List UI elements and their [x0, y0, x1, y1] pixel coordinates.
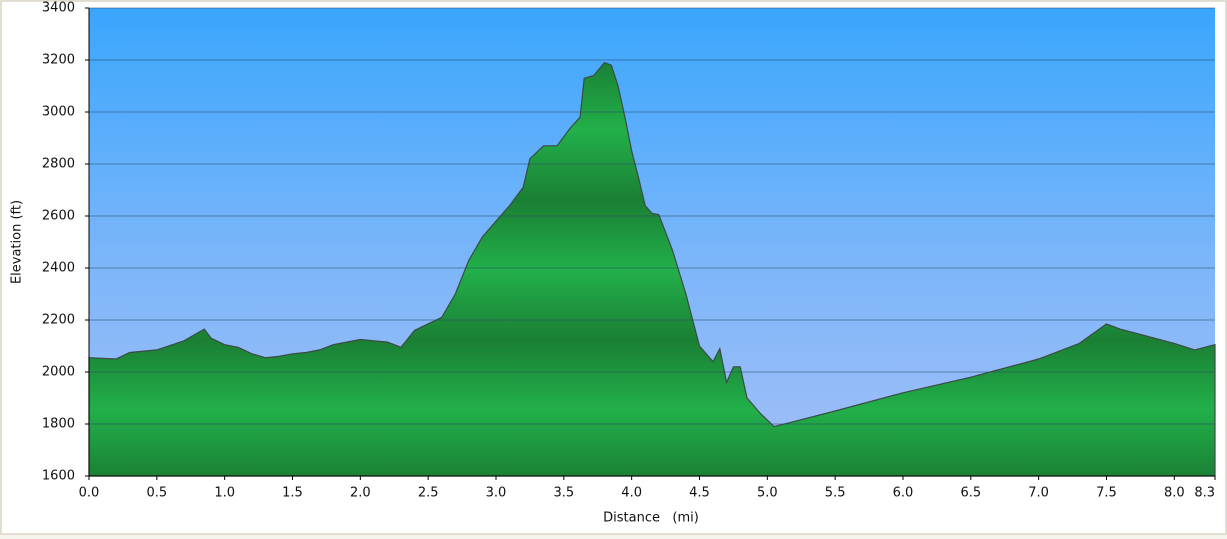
x-tick-label: 6.5 — [960, 486, 981, 501]
x-tick-label: 1.0 — [214, 486, 235, 501]
y-tick-label: 2200 — [42, 313, 75, 328]
y-tick-label: 2000 — [42, 365, 75, 380]
y-tick-label: 3200 — [42, 53, 75, 68]
x-tick-label: 6.0 — [893, 486, 914, 501]
y-tick-label: 1800 — [42, 417, 75, 432]
x-tick-label: 7.5 — [1096, 486, 1117, 501]
y-tick-label: 1600 — [42, 469, 75, 484]
x-tick-label: 4.0 — [621, 486, 642, 501]
x-tick-label: 7.0 — [1028, 486, 1049, 501]
x-tick-label: 5.5 — [825, 486, 846, 501]
x-tick-label: 3.0 — [486, 486, 507, 501]
x-axis-label: Distance (mi) — [603, 511, 699, 526]
x-tick-label: 0.5 — [146, 486, 167, 501]
x-tick-label: 4.5 — [689, 486, 710, 501]
x-tick-label: 2.5 — [418, 486, 439, 501]
x-tick-label: 2.0 — [350, 486, 371, 501]
y-tick-label: 3400 — [42, 1, 75, 16]
elevation-area — [88, 61, 1216, 477]
y-tick-label: 2800 — [42, 157, 75, 172]
x-tick-label: 8.0 — [1164, 486, 1185, 501]
y-tick-label: 3000 — [42, 105, 75, 120]
y-tick-label: 2600 — [42, 209, 75, 224]
x-tick-label: 5.0 — [757, 486, 778, 501]
y-axis-label: Elevation (ft) — [10, 200, 25, 284]
x-tick-label: 3.5 — [553, 486, 574, 501]
y-tick-label: 2400 — [42, 261, 75, 276]
x-tick-label: 8.3 — [1194, 486, 1215, 501]
x-tick-label: 0.0 — [79, 486, 100, 501]
x-tick-label: 1.5 — [282, 486, 303, 501]
